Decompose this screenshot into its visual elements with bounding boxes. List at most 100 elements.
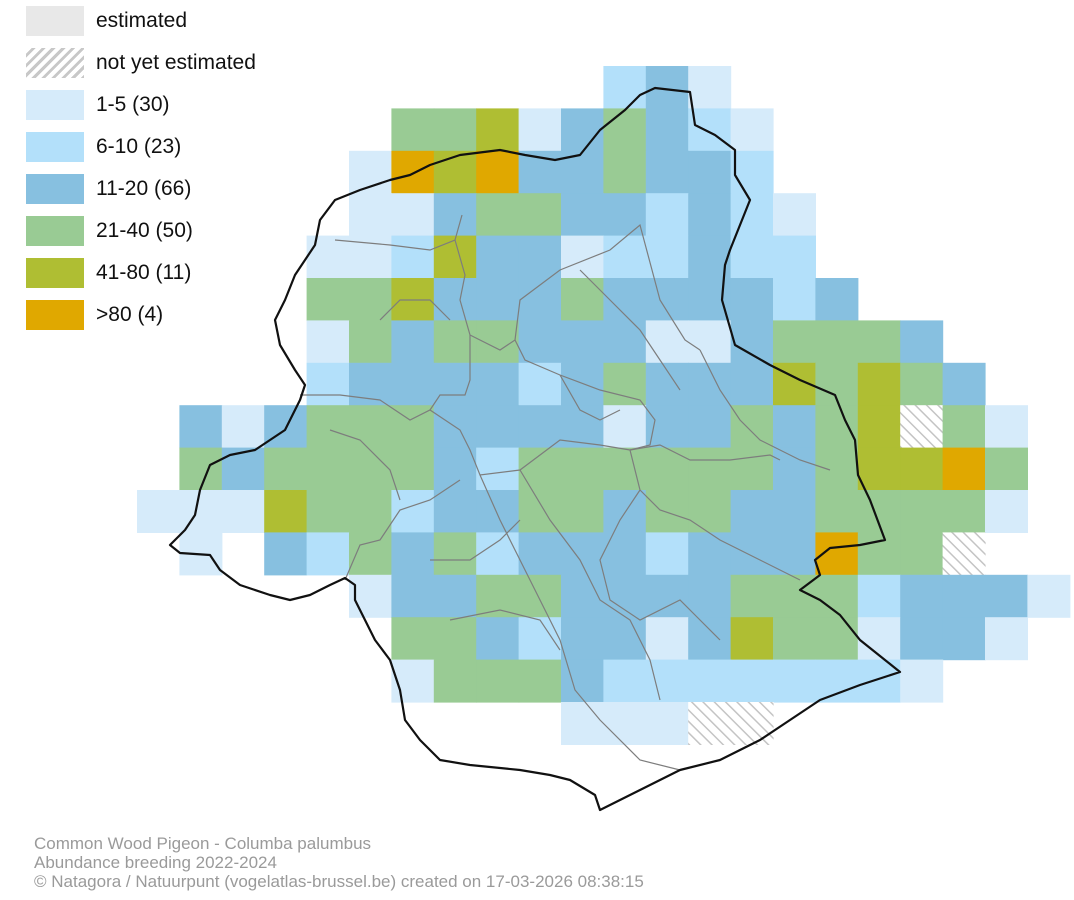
grid-cell — [815, 447, 859, 491]
grid-cell — [688, 66, 732, 109]
legend-label: estimated — [96, 9, 188, 32]
grid-cell — [264, 532, 308, 576]
grid-cell — [433, 447, 477, 491]
grid-cell — [349, 405, 392, 449]
grid-cell — [857, 405, 901, 449]
grid-cell — [603, 659, 647, 703]
legend-swatch — [26, 258, 84, 288]
grid-cell — [900, 320, 944, 364]
grid-cell — [433, 193, 477, 237]
grid-cell — [433, 278, 477, 321]
grid-cell — [985, 574, 1028, 618]
grid-cell — [561, 108, 604, 152]
grid-cell — [476, 405, 520, 449]
grid-cell — [730, 108, 774, 152]
grid-cell — [942, 447, 986, 491]
legend-swatch — [26, 300, 84, 330]
grid-cell — [815, 490, 859, 533]
grid-cell — [476, 193, 520, 237]
brussels-region-outline — [168, 86, 902, 812]
grid-cell — [221, 447, 265, 491]
legend-swatch — [26, 6, 84, 36]
grid-cell — [645, 193, 689, 237]
grid-cell — [433, 490, 477, 533]
legend-item-over-80: >80 (4) — [26, 300, 346, 334]
grid-cell — [985, 490, 1028, 533]
grid-cell — [900, 659, 944, 703]
grid-cell — [773, 490, 816, 533]
grid-cell — [561, 617, 604, 661]
map-subtitle: Abundance breeding 2022-2024 — [34, 853, 277, 872]
grid-cell — [645, 532, 689, 576]
grid-cell — [221, 490, 265, 533]
grid-cell-not-estimated — [942, 532, 986, 576]
grid-cell — [433, 617, 477, 661]
grid-cell — [730, 490, 774, 533]
grid-cell — [773, 574, 816, 618]
grid-cell — [688, 108, 732, 152]
grid-cell — [985, 447, 1028, 491]
grid-cell — [179, 405, 223, 449]
legend-item-6-10: 6-10 (23) — [26, 132, 346, 166]
grid-cell — [645, 405, 689, 449]
legend-swatch — [26, 174, 84, 204]
legend-swatch — [26, 132, 84, 162]
grid-cell — [900, 532, 944, 576]
grid-cell — [730, 278, 774, 321]
grid-cell — [306, 362, 350, 406]
grid-cell — [264, 490, 308, 533]
grid-cell — [985, 617, 1028, 661]
legend-label: >80 (4) — [96, 303, 164, 326]
grid-cell — [391, 532, 435, 576]
grid-cell — [603, 490, 647, 533]
legend-item-not-yet-estimated: not yet estimated — [26, 48, 346, 82]
grid-cell — [561, 574, 604, 618]
legend-label: 6-10 (23) — [96, 135, 182, 158]
grid-cell — [985, 405, 1028, 449]
grid-cell — [645, 320, 689, 364]
grid-cell — [561, 447, 604, 491]
grid-cell — [391, 447, 435, 491]
grid-cell — [518, 405, 562, 449]
grid-cell — [518, 235, 562, 279]
grid-cell — [603, 235, 647, 279]
grid-cell — [349, 320, 392, 364]
grid-cell — [900, 447, 944, 491]
grid-cell — [730, 320, 774, 364]
grid-cell — [561, 490, 604, 533]
grid-cells — [137, 66, 1071, 745]
legend-label: 11-20 (66) — [96, 177, 192, 200]
grid-cell — [688, 574, 732, 618]
legend-item-41-80: 41-80 (11) — [26, 258, 346, 292]
grid-cell — [349, 447, 392, 491]
grid-cell — [306, 235, 350, 279]
grid-cell — [433, 532, 477, 576]
grid-cell — [773, 405, 816, 449]
grid-cell — [730, 235, 774, 279]
grid-cell — [561, 362, 604, 406]
grid-cell — [857, 320, 901, 364]
grid-cell — [349, 532, 392, 576]
grid-cell — [942, 574, 986, 618]
grid-cell — [603, 574, 647, 618]
grid-cell — [645, 447, 689, 491]
grid-cell — [561, 320, 604, 364]
grid-cell — [306, 405, 350, 449]
grid-cell — [221, 405, 265, 449]
grid-cell — [603, 362, 647, 406]
grid-cell — [857, 532, 901, 576]
grid-cell — [518, 362, 562, 406]
grid-cell — [730, 447, 774, 491]
grid-cell — [603, 193, 647, 237]
legend-item-estimated: estimated — [26, 6, 346, 40]
grid-cell — [857, 574, 901, 618]
grid-cell — [730, 574, 774, 618]
grid-cell — [815, 659, 859, 703]
grid-cell — [603, 702, 647, 745]
grid-cell — [518, 574, 562, 618]
legend-label: not yet estimated — [96, 51, 256, 74]
grid-cell — [645, 702, 689, 745]
grid-cell — [306, 447, 350, 491]
grid-cell — [645, 150, 689, 194]
legend-item-11-20: 11-20 (66) — [26, 174, 346, 208]
